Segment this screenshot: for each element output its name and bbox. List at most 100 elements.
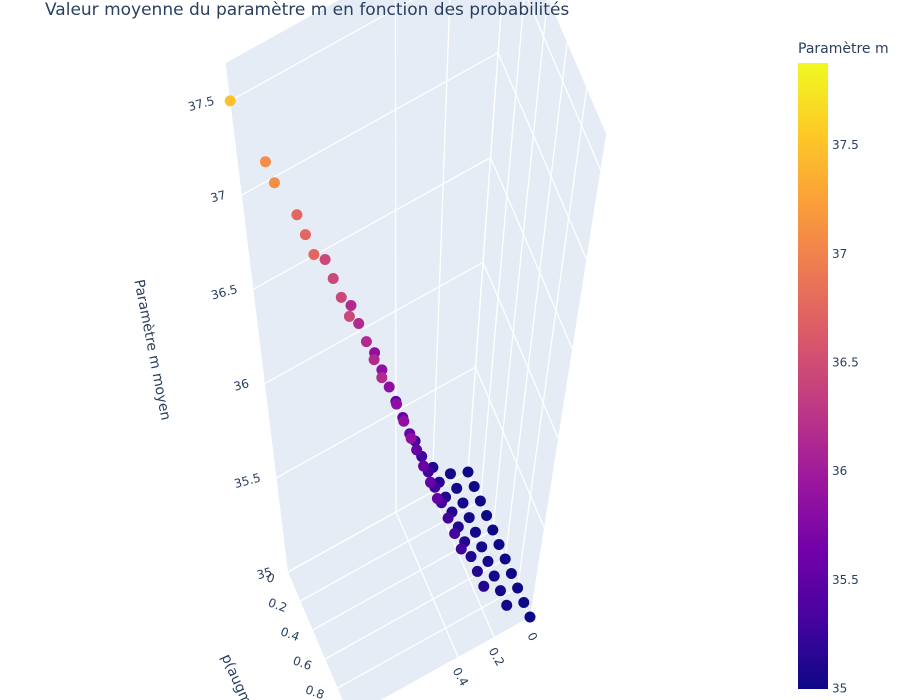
colorbar-title: Paramètre m [798,41,889,57]
grid-line [527,0,602,170]
point [493,539,505,550]
x-tick-label: 0 [265,570,277,586]
point [462,466,474,478]
point [291,209,303,221]
point [424,476,436,488]
grid-line [395,511,459,658]
colorbar-tick-label: 37.5 [832,138,859,152]
grid-line [482,262,559,439]
point [431,492,443,504]
point [259,156,271,168]
x-tick-label: 0.6 [291,653,314,673]
grid-line [497,52,587,260]
point [457,497,469,509]
point [335,291,347,303]
point [319,253,331,265]
point [411,444,423,456]
wall-y [468,0,607,617]
grid-line [394,0,397,513]
grid-line [467,0,503,473]
colorbar-tick-label: 35 [832,682,847,696]
grid-line [516,88,588,589]
point [442,512,454,524]
chart-title: Valeur moyenne du paramètre m en fonctio… [45,0,569,20]
grid-line [431,0,451,493]
point [383,381,395,393]
point [482,555,494,567]
z-tick-label: 37 [209,188,227,205]
point [505,568,517,579]
point [494,585,506,597]
grid-line [504,42,568,560]
grid-line [492,0,548,531]
point [360,336,372,348]
z-axis-title: Paramètre m moyen [130,278,173,421]
point [501,599,513,611]
z-tick-label: 36 [232,376,250,393]
point [468,481,480,492]
point [444,468,456,480]
point [524,611,536,623]
y-tick-label: 0.2 [486,645,508,669]
z-tick-label: 35.5 [233,471,262,491]
floor [288,472,530,700]
grid-line [431,491,495,638]
point [308,249,320,261]
point [299,229,311,241]
grid-line [276,366,476,479]
x-tick-label: 0.2 [266,595,289,615]
point [451,482,463,494]
grid-line [253,156,491,290]
colorbar [798,63,828,689]
point [512,582,524,594]
point [391,398,403,410]
point [353,318,365,330]
y-tick-label: 0 [524,630,540,644]
scene: 35 35.5 36 36.5 37 37.5 0 0.2 0.4 0.6 0.8 0 0.2 0.4 [186,0,607,700]
grid-line [474,366,545,528]
point [405,432,417,444]
z-tick-label: 37.5 [186,94,215,114]
point [478,580,490,592]
point [268,177,280,189]
point [398,415,410,427]
point [481,510,493,521]
grid-line [489,157,573,349]
point [474,495,486,507]
point [224,95,236,107]
colorbar-tick-label: 36.5 [832,355,859,369]
point [469,526,481,538]
grid-line [479,0,525,502]
point [343,310,355,322]
point [327,272,339,284]
point [465,551,477,563]
grid-line [264,261,484,385]
point [487,524,499,536]
point [376,372,388,384]
point [488,570,500,582]
point [418,460,430,472]
point [449,528,461,540]
z-tick-label: 35 [255,565,273,582]
point [499,553,511,565]
point [476,541,488,553]
point [471,565,483,577]
point [376,364,388,376]
colorbar-tick-label: 37 [832,247,847,261]
colorbar-tick-label: 35.5 [832,573,859,587]
point [518,597,530,608]
x-tick-label: 0.8 [303,682,326,700]
grid-line [337,587,518,689]
y-tick-label: 0.4 [450,665,472,689]
point [368,354,380,366]
point [345,300,357,312]
grid-line [241,52,499,196]
wall-x [225,0,502,572]
point [455,543,467,555]
colorbar-tick-label: 36 [832,464,847,478]
x-tick-label: 0.4 [279,624,302,644]
x-axis-title: p(augmenter [218,652,270,700]
point [463,512,475,524]
z-tick-label: 36.5 [210,282,239,302]
